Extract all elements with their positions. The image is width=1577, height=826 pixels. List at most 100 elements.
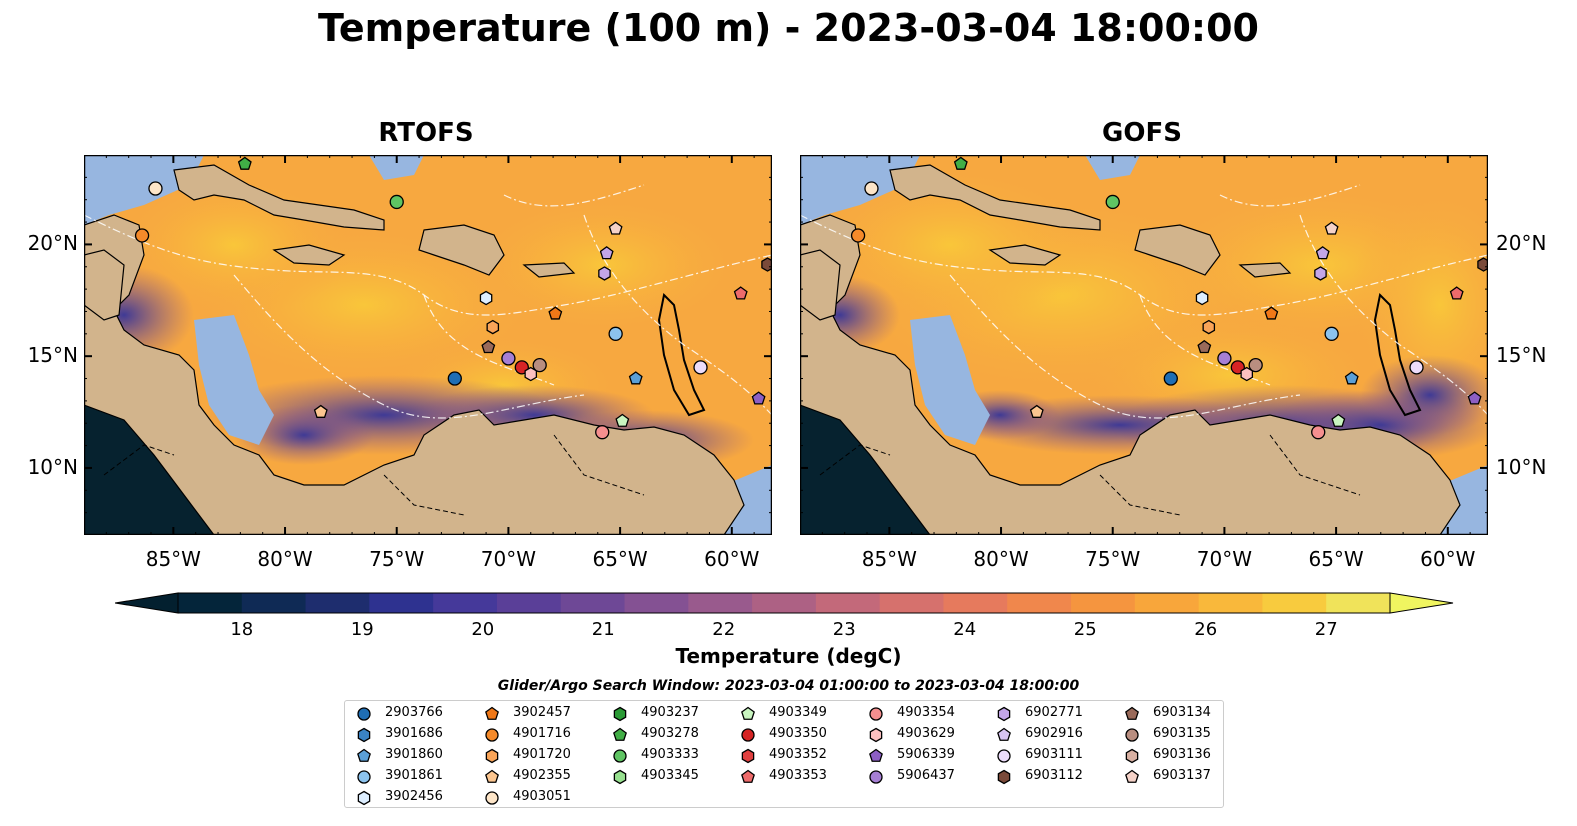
float-marker: [598, 266, 611, 281]
lat-tick-label-right: 20°N: [1496, 231, 1547, 256]
lat-tick-label-left: 10°N: [27, 454, 78, 479]
legend-marker-pentagon-icon: [997, 727, 1011, 741]
legend-entry-label: 6903111: [1025, 747, 1083, 762]
float-marker: [864, 181, 879, 196]
lon-tick-label: 60°W: [1420, 547, 1476, 571]
legend-entry-label: 4903352: [769, 747, 827, 762]
colorbar-segment: [815, 593, 881, 613]
colorbar-segment: [879, 593, 944, 613]
lon-tick-label: 70°W: [480, 547, 537, 571]
lat-tick-label-left: 20°N: [27, 231, 78, 256]
lon-tick-label: 75°W: [1085, 547, 1141, 571]
colorbar-segment: [496, 593, 562, 613]
legend-entry-label: 4903353: [769, 768, 827, 783]
float-marker: [1105, 194, 1120, 210]
legend-marker-circle-icon: [997, 749, 1011, 763]
lon-tick-label: 65°W: [592, 547, 648, 571]
legend-marker-hexagon-icon: [741, 748, 755, 764]
legend-marker-pentagon-icon: [741, 706, 755, 720]
legend-marker-pentagon-icon: [1125, 769, 1139, 783]
float-marker: [447, 371, 462, 386]
float-marker: [595, 425, 610, 440]
colorbar-tick-label: 26: [1194, 619, 1218, 640]
lon-tick-label: 85°W: [861, 547, 917, 571]
colorbar-segment: [178, 593, 243, 613]
legend-marker-hexagon-icon: [997, 706, 1011, 722]
legend-entry-label: 3902456: [385, 789, 443, 804]
legend-entry-label: 3901860: [385, 747, 443, 762]
lon-tick-label: 70°W: [1196, 547, 1253, 571]
float-marker: [693, 360, 708, 375]
map-panel-gofs: [800, 155, 1488, 535]
float-marker: [1264, 306, 1279, 320]
legend-marker-circle-icon: [1125, 728, 1139, 742]
float-marker: [1315, 246, 1330, 260]
float-marker: [481, 339, 496, 354]
legend-marker-pentagon-icon: [357, 748, 371, 762]
float-marker: [1477, 257, 1488, 272]
legend-marker-hexagon-icon: [357, 727, 371, 743]
legend-entry-label: 3902457: [513, 705, 571, 720]
legend-marker-circle-icon: [485, 791, 499, 805]
float-marker: [1344, 371, 1359, 385]
float-marker: [751, 391, 766, 405]
legend-marker-circle-icon: [869, 770, 883, 784]
legend-entry-label: 6903136: [1153, 747, 1211, 762]
float-marker: [1197, 339, 1212, 354]
colorbar-tick-label: 19: [350, 619, 374, 640]
legend-entry-label: 3901686: [385, 726, 443, 741]
legend-entry-label: 6902916: [1025, 726, 1083, 741]
colorbar-segment: [560, 593, 626, 613]
float-marker: [1449, 286, 1464, 300]
float-marker: [1029, 404, 1044, 418]
legend-marker-circle-icon: [357, 707, 371, 721]
legend-marker-pentagon-icon: [869, 748, 883, 762]
lat-tick-label-left: 15°N: [27, 343, 78, 368]
float-marker: [761, 257, 772, 272]
legend-entry-label: 6903135: [1153, 726, 1211, 741]
legend-header: Glider/Argo Search Window: 2023-03-04 01…: [497, 678, 1080, 694]
colorbar-tick-label: 22: [712, 619, 736, 640]
legend-marker-pentagon-icon: [485, 706, 499, 720]
float-marker: [134, 228, 150, 243]
float-marker: [548, 306, 563, 320]
float-marker: [608, 221, 623, 235]
legend-marker-hexagon-icon: [485, 748, 499, 764]
legend-entry-label: 6903134: [1153, 705, 1211, 720]
float-marker: [532, 357, 547, 373]
float-marker: [608, 326, 623, 341]
legend-marker-hexagon-icon: [613, 706, 627, 722]
legend-marker-pentagon-icon: [613, 727, 627, 741]
legend-entry-label: 4903345: [641, 768, 699, 783]
float-marker: [1163, 371, 1178, 386]
float-marker: [501, 351, 516, 366]
float-marker: [1217, 351, 1232, 366]
legend-entry-label: 4903354: [897, 705, 955, 720]
legend-entry-label: 6903137: [1153, 768, 1211, 783]
colorbar-segment: [305, 593, 370, 613]
legend-marker-hexagon-icon: [869, 727, 883, 743]
legend-entry-label: 4903349: [769, 705, 827, 720]
float-marker: [628, 371, 643, 385]
float-marker: [1202, 319, 1216, 335]
lon-tick-label: 85°W: [145, 547, 201, 571]
float-marker: [953, 156, 968, 170]
float-marker: [1331, 413, 1346, 427]
colorbar-segment: [241, 593, 307, 613]
legend-marker-hexagon-icon: [357, 790, 371, 806]
colorbar-segment: [752, 593, 817, 613]
legend-marker-circle-icon: [741, 728, 755, 742]
colorbar-segment: [1134, 593, 1200, 613]
lon-tick-label: 65°W: [1308, 547, 1364, 571]
float-marker: [1314, 266, 1327, 281]
colorbar: [115, 592, 1454, 614]
float-marker: [1248, 357, 1263, 373]
legend-entry-label: 6902771: [1025, 705, 1083, 720]
lon-tick-label: 80°W: [973, 547, 1029, 571]
colorbar-extend-high: [1389, 592, 1454, 614]
legend-marker-circle-icon: [869, 707, 883, 721]
colorbar-tick-label: 18: [230, 619, 254, 640]
colorbar-segment: [688, 593, 753, 613]
legend-entry-label: 4903278: [641, 726, 699, 741]
legend-marker-circle-icon: [485, 728, 499, 742]
